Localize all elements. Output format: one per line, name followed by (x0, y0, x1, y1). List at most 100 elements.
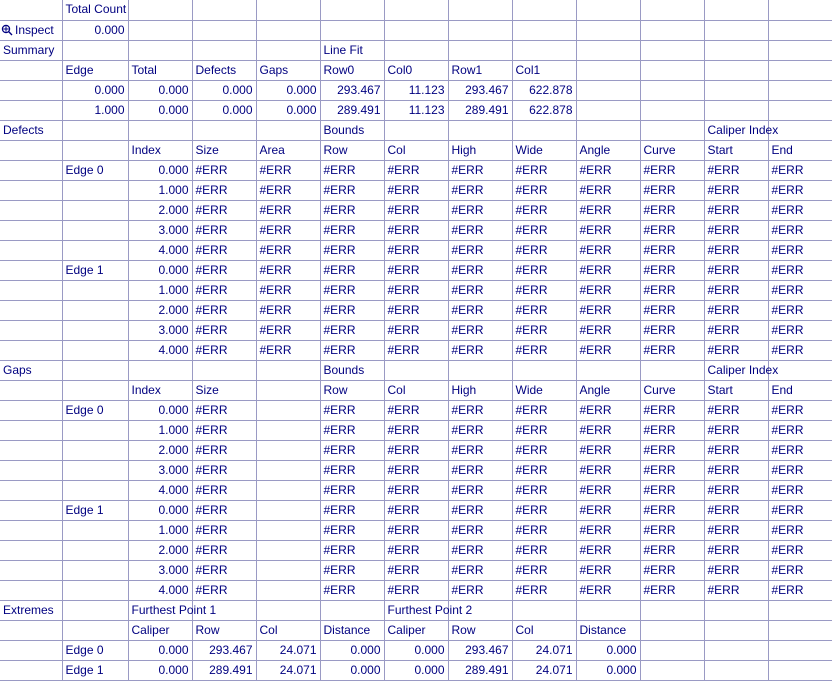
cell-empty[interactable] (768, 20, 832, 41)
cell-defects-size[interactable]: #ERR (192, 260, 257, 281)
cell-gaps-angle[interactable]: #ERR (576, 540, 641, 561)
cell-gaps-col[interactable]: #ERR (384, 460, 449, 481)
header-extremes-distance-2[interactable]: Distance (576, 620, 641, 641)
cell-gaps-index[interactable]: 0.000 (128, 500, 193, 521)
cell-gaps-start[interactable]: #ERR (704, 580, 769, 601)
cell-empty[interactable] (640, 40, 705, 61)
cell-empty[interactable] (192, 20, 257, 41)
cell-empty[interactable] (576, 40, 641, 61)
cell-defects-high[interactable]: #ERR (448, 280, 513, 301)
cell-defects-curve[interactable]: #ERR (640, 160, 705, 181)
cell-empty[interactable] (0, 640, 63, 661)
header-gaps-index[interactable]: Index (128, 380, 193, 401)
cell-defects-index[interactable]: 3.000 (128, 320, 193, 341)
header-defects-area[interactable]: Area (256, 140, 321, 161)
cell-extremes-caliper-1[interactable]: 0.000 (128, 640, 193, 661)
cell-defects-angle[interactable]: #ERR (576, 280, 641, 301)
header-defects-angle[interactable]: Angle (576, 140, 641, 161)
cell-defects-area[interactable]: #ERR (256, 180, 321, 201)
cell-gaps-size[interactable]: #ERR (192, 500, 257, 521)
cell-gaps-area[interactable] (256, 520, 321, 541)
cell-furthest-point-2-group-label[interactable]: Furthest Point 2 (384, 600, 472, 621)
header-defects-high[interactable]: High (448, 140, 513, 161)
cell-empty[interactable] (0, 320, 63, 341)
cell-empty[interactable] (768, 100, 832, 121)
cell-empty[interactable] (768, 640, 832, 661)
cell-defects-area[interactable]: #ERR (256, 220, 321, 241)
cell-defects-curve[interactable]: #ERR (640, 220, 705, 241)
cell-defects-curve[interactable]: #ERR (640, 340, 705, 361)
cell-extremes-caliper-2[interactable]: 0.000 (384, 660, 449, 681)
header-gaps-angle[interactable]: Angle (576, 380, 641, 401)
cell-empty[interactable] (0, 280, 63, 301)
cell-empty[interactable] (640, 120, 705, 141)
cell-defects-end[interactable]: #ERR (768, 300, 832, 321)
cell-summary-defects[interactable]: 0.000 (192, 100, 257, 121)
cell-empty[interactable] (0, 260, 63, 281)
cell-defects-wide[interactable]: #ERR (512, 260, 577, 281)
cell-defects-end[interactable]: #ERR (768, 180, 832, 201)
cell-gaps-end[interactable]: #ERR (768, 500, 832, 521)
cell-defects-curve[interactable]: #ERR (640, 180, 705, 201)
cell-extremes-col-2[interactable]: 24.071 (512, 640, 577, 661)
cell-defects-row[interactable]: #ERR (320, 180, 385, 201)
cell-extremes-row-2[interactable]: 293.467 (448, 640, 513, 661)
cell-gaps-index[interactable]: 2.000 (128, 540, 193, 561)
cell-defects-start[interactable]: #ERR (704, 320, 769, 341)
cell-gaps-edge[interactable] (62, 480, 129, 501)
cell-gaps-col[interactable]: #ERR (384, 560, 449, 581)
cell-defects-start[interactable]: #ERR (704, 160, 769, 181)
cell-empty[interactable] (192, 600, 257, 621)
cell-gaps-area[interactable] (256, 420, 321, 441)
cell-defects-area[interactable]: #ERR (256, 340, 321, 361)
cell-empty[interactable] (192, 360, 257, 381)
cell-empty[interactable] (704, 80, 769, 101)
cell-empty[interactable] (768, 0, 832, 21)
cell-defects-curve[interactable]: #ERR (640, 200, 705, 221)
cell-defects-end[interactable]: #ERR (768, 220, 832, 241)
cell-defects-size[interactable]: #ERR (192, 320, 257, 341)
cell-empty[interactable] (0, 240, 63, 261)
cell-empty[interactable] (128, 40, 193, 61)
cell-defects-start[interactable]: #ERR (704, 300, 769, 321)
cell-gaps-start[interactable]: #ERR (704, 520, 769, 541)
cell-empty[interactable] (0, 380, 63, 401)
cell-defects-edge[interactable] (62, 280, 129, 301)
header-summary-col0[interactable]: Col0 (384, 60, 449, 81)
cell-gaps-index[interactable]: 3.000 (128, 460, 193, 481)
cell-empty[interactable] (62, 380, 129, 401)
cell-extremes-row-2[interactable]: 289.491 (448, 660, 513, 681)
cell-empty[interactable] (640, 0, 705, 21)
cell-defects-high[interactable]: #ERR (448, 180, 513, 201)
header-extremes-col-2[interactable]: Col (512, 620, 577, 641)
cell-total-count-label[interactable]: Total Count (62, 0, 129, 21)
cell-defects-area[interactable]: #ERR (256, 200, 321, 221)
cell-inspect-label[interactable]: Inspect (0, 20, 63, 41)
cell-defects-angle[interactable]: #ERR (576, 220, 641, 241)
cell-gaps-angle[interactable]: #ERR (576, 480, 641, 501)
cell-defects-high[interactable]: #ERR (448, 320, 513, 341)
cell-gaps-wide[interactable]: #ERR (512, 580, 577, 601)
cell-empty[interactable] (512, 40, 577, 61)
cell-extremes-col-1[interactable]: 24.071 (256, 660, 321, 681)
cell-empty[interactable] (704, 40, 769, 61)
cell-empty[interactable] (576, 0, 641, 21)
cell-empty[interactable] (768, 40, 832, 61)
cell-gaps-edge[interactable] (62, 420, 129, 441)
cell-gaps-area[interactable] (256, 500, 321, 521)
cell-empty[interactable] (256, 40, 321, 61)
cell-empty[interactable] (320, 600, 385, 621)
cell-defects-index[interactable]: 4.000 (128, 240, 193, 261)
cell-gaps-bounds-group-label[interactable]: Bounds (320, 360, 385, 381)
cell-empty[interactable] (62, 40, 129, 61)
header-defects-start[interactable]: Start (704, 140, 769, 161)
cell-gaps-angle[interactable]: #ERR (576, 560, 641, 581)
cell-empty[interactable] (640, 20, 705, 41)
cell-defects-edge[interactable] (62, 200, 129, 221)
cell-empty[interactable] (0, 100, 63, 121)
cell-gaps-curve[interactable]: #ERR (640, 580, 705, 601)
header-summary-col1[interactable]: Col1 (512, 60, 577, 81)
cell-defects-index[interactable]: 3.000 (128, 220, 193, 241)
cell-defects-start[interactable]: #ERR (704, 240, 769, 261)
cell-extremes-caliper-1[interactable]: 0.000 (128, 660, 193, 681)
